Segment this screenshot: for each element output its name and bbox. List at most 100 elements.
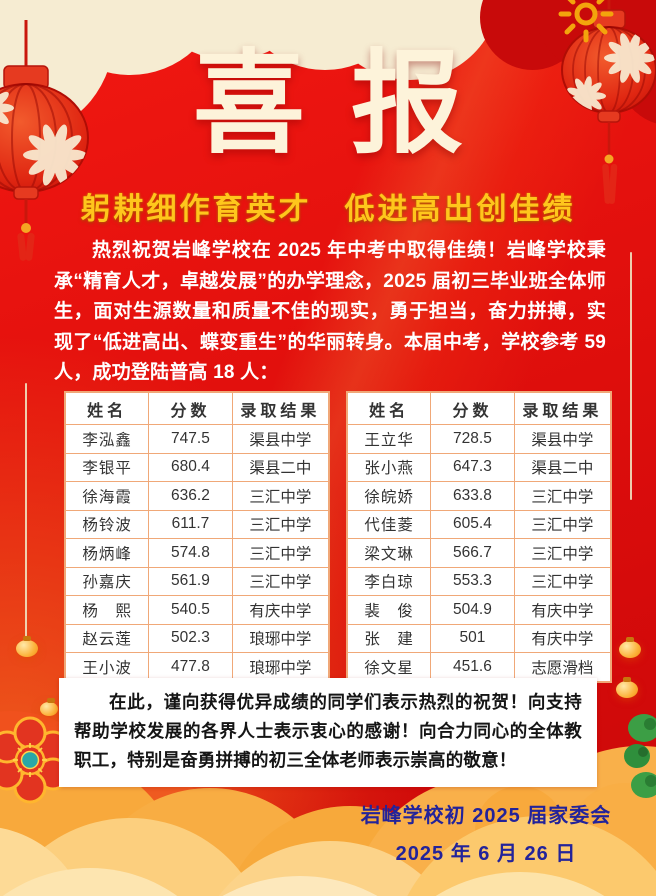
tree-icon bbox=[624, 714, 656, 798]
name-cell: 张 建 bbox=[346, 623, 432, 653]
score-cell: 636.2 bbox=[148, 481, 233, 511]
score-cell: 451.6 bbox=[430, 652, 515, 682]
table-row: 王立华 728.5 渠县中学 bbox=[346, 424, 612, 454]
result-cell: 渠县中学 bbox=[513, 424, 612, 454]
score-cell: 747.5 bbox=[148, 424, 233, 454]
table-row: 李泓鑫 747.5 渠县中学 bbox=[64, 424, 330, 454]
result-cell: 三汇中学 bbox=[231, 481, 330, 511]
score-cell: 680.4 bbox=[148, 452, 233, 482]
header-name: 姓名 bbox=[64, 391, 150, 425]
result-cell: 渠县中学 bbox=[231, 424, 330, 454]
message-text: 在此，谨向获得优异成绩的同学们表示热烈的祝贺！向支持帮助学校发展的各界人士表示衷… bbox=[74, 692, 582, 770]
table-row: 徐海霞 636.2 三汇中学 bbox=[64, 481, 330, 511]
result-cell: 三汇中学 bbox=[231, 509, 330, 539]
result-cell: 三汇中学 bbox=[513, 509, 612, 539]
table-row: 张 建 501 有庆中学 bbox=[346, 623, 612, 653]
table-row: 代佳菱 605.4 三汇中学 bbox=[346, 509, 612, 539]
results-table-left: 姓名 分数 录取结果 李泓鑫 747.5 渠县中学 李银平 680.4 渠县二中 徐海霞 63… bbox=[64, 391, 330, 683]
score-cell: 553.3 bbox=[430, 566, 515, 596]
result-cell: 琅琊中学 bbox=[231, 652, 330, 682]
result-cell: 渠县二中 bbox=[231, 452, 330, 482]
header-score: 分数 bbox=[148, 391, 233, 425]
result-cell: 有庆中学 bbox=[513, 623, 612, 653]
table-body-left: 李泓鑫 747.5 渠县中学 李银平 680.4 渠县二中 徐海霞 636.2 三汇中学 杨铃波 6… bbox=[64, 424, 330, 682]
score-cell: 647.3 bbox=[430, 452, 515, 482]
table-header-row: 姓名 分数 录取结果 bbox=[346, 391, 612, 425]
name-cell: 李银平 bbox=[64, 452, 150, 482]
score-cell: 501 bbox=[430, 623, 515, 653]
header-name: 姓名 bbox=[346, 391, 432, 425]
score-cell: 504.9 bbox=[430, 595, 515, 625]
result-cell: 有庆中学 bbox=[513, 595, 612, 625]
lantern-icon bbox=[561, 0, 656, 204]
hanging-string bbox=[630, 252, 632, 500]
intro-paragraph: 热烈祝贺岩峰学校在 2025 年中考中取得佳绩！岩峰学校秉承“精育人才，卓越发展… bbox=[54, 240, 606, 383]
table-row: 徐文星 451.6 志愿滑档 bbox=[346, 652, 612, 682]
signature-block: 岩峰学校初 2025 届家委会 2025 年 6 月 26 日 bbox=[318, 799, 654, 866]
mini-lantern-icon bbox=[16, 636, 38, 657]
name-cell: 徐海霞 bbox=[64, 481, 150, 511]
flower-icon bbox=[0, 716, 70, 804]
score-cell: 633.8 bbox=[430, 481, 515, 511]
score-cell: 611.7 bbox=[148, 509, 233, 539]
name-cell: 梁文琳 bbox=[346, 538, 432, 568]
table-row: 李银平 680.4 渠县二中 bbox=[64, 452, 330, 482]
table-header: 姓名 分数 录取结果 bbox=[64, 391, 330, 425]
name-cell: 裴 俊 bbox=[346, 595, 432, 625]
name-cell: 杨铃波 bbox=[64, 509, 150, 539]
sun-icon bbox=[558, 0, 614, 43]
bottom-clouds-decoration bbox=[0, 711, 656, 896]
score-cell: 540.5 bbox=[148, 595, 233, 625]
header-result: 录取结果 bbox=[513, 391, 612, 425]
mini-lantern-icon bbox=[619, 637, 641, 658]
result-cell: 志愿滑档 bbox=[513, 652, 612, 682]
name-cell: 李泓鑫 bbox=[64, 424, 150, 454]
name-cell: 杨炳峰 bbox=[64, 538, 150, 568]
table-row: 杨炳峰 574.8 三汇中学 bbox=[64, 538, 330, 568]
poster-subtitle: 躬耕细作育英才 低进高出创佳绩 bbox=[80, 192, 576, 227]
table-row: 李白琼 553.3 三汇中学 bbox=[346, 566, 612, 596]
results-table-right: 姓名 分数 录取结果 王立华 728.5 渠县中学 张小燕 647.3 渠县二中 徐皖娇 63… bbox=[346, 391, 612, 683]
table-header: 姓名 分数 录取结果 bbox=[346, 391, 612, 425]
lantern-icon bbox=[0, 20, 89, 261]
result-cell: 三汇中学 bbox=[513, 566, 612, 596]
table-row: 裴 俊 504.9 有庆中学 bbox=[346, 595, 612, 625]
name-cell: 杨 熙 bbox=[64, 595, 150, 625]
mini-lantern-icon bbox=[40, 698, 58, 716]
result-cell: 三汇中学 bbox=[231, 566, 330, 596]
name-cell: 徐皖娇 bbox=[346, 481, 432, 511]
name-cell: 李白琼 bbox=[346, 566, 432, 596]
result-cell: 琅琊中学 bbox=[231, 623, 330, 653]
score-cell: 574.8 bbox=[148, 538, 233, 568]
message-panel: 在此，谨向获得优异成绩的同学们表示热烈的祝贺！向支持帮助学校发展的各界人士表示衷… bbox=[59, 678, 597, 787]
header-score: 分数 bbox=[430, 391, 515, 425]
table-row: 王小波 477.8 琅琊中学 bbox=[64, 652, 330, 682]
name-cell: 孙嘉庆 bbox=[64, 566, 150, 596]
table-row: 徐皖娇 633.8 三汇中学 bbox=[346, 481, 612, 511]
poster-title: 喜报 bbox=[193, 38, 509, 169]
table-row: 杨铃波 611.7 三汇中学 bbox=[64, 509, 330, 539]
result-cell: 渠县二中 bbox=[513, 452, 612, 482]
table-row: 张小燕 647.3 渠县二中 bbox=[346, 452, 612, 482]
score-cell: 561.9 bbox=[148, 566, 233, 596]
score-cell: 566.7 bbox=[430, 538, 515, 568]
score-cell: 728.5 bbox=[430, 424, 515, 454]
table-row: 赵云莲 502.3 琅琊中学 bbox=[64, 623, 330, 653]
signature-committee: 岩峰学校初 2025 届家委会 bbox=[360, 805, 612, 827]
name-cell: 徐文星 bbox=[346, 652, 432, 682]
table-row: 杨 熙 540.5 有庆中学 bbox=[64, 595, 330, 625]
table-row: 梁文琳 566.7 三汇中学 bbox=[346, 538, 612, 568]
score-cell: 605.4 bbox=[430, 509, 515, 539]
table-body-right: 王立华 728.5 渠县中学 张小燕 647.3 渠县二中 徐皖娇 633.8 三汇中学 代佳菱 6… bbox=[346, 424, 612, 682]
header-result: 录取结果 bbox=[231, 391, 330, 425]
score-cell: 502.3 bbox=[148, 623, 233, 653]
result-cell: 三汇中学 bbox=[231, 538, 330, 568]
name-cell: 王立华 bbox=[346, 424, 432, 454]
table-row: 孙嘉庆 561.9 三汇中学 bbox=[64, 566, 330, 596]
table-header-row: 姓名 分数 录取结果 bbox=[64, 391, 330, 425]
result-cell: 三汇中学 bbox=[513, 538, 612, 568]
results-tables: 姓名 分数 录取结果 李泓鑫 747.5 渠县中学 李银平 680.4 渠县二中 徐海霞 63… bbox=[64, 391, 612, 683]
name-cell: 张小燕 bbox=[346, 452, 432, 482]
hanging-string bbox=[25, 383, 27, 638]
